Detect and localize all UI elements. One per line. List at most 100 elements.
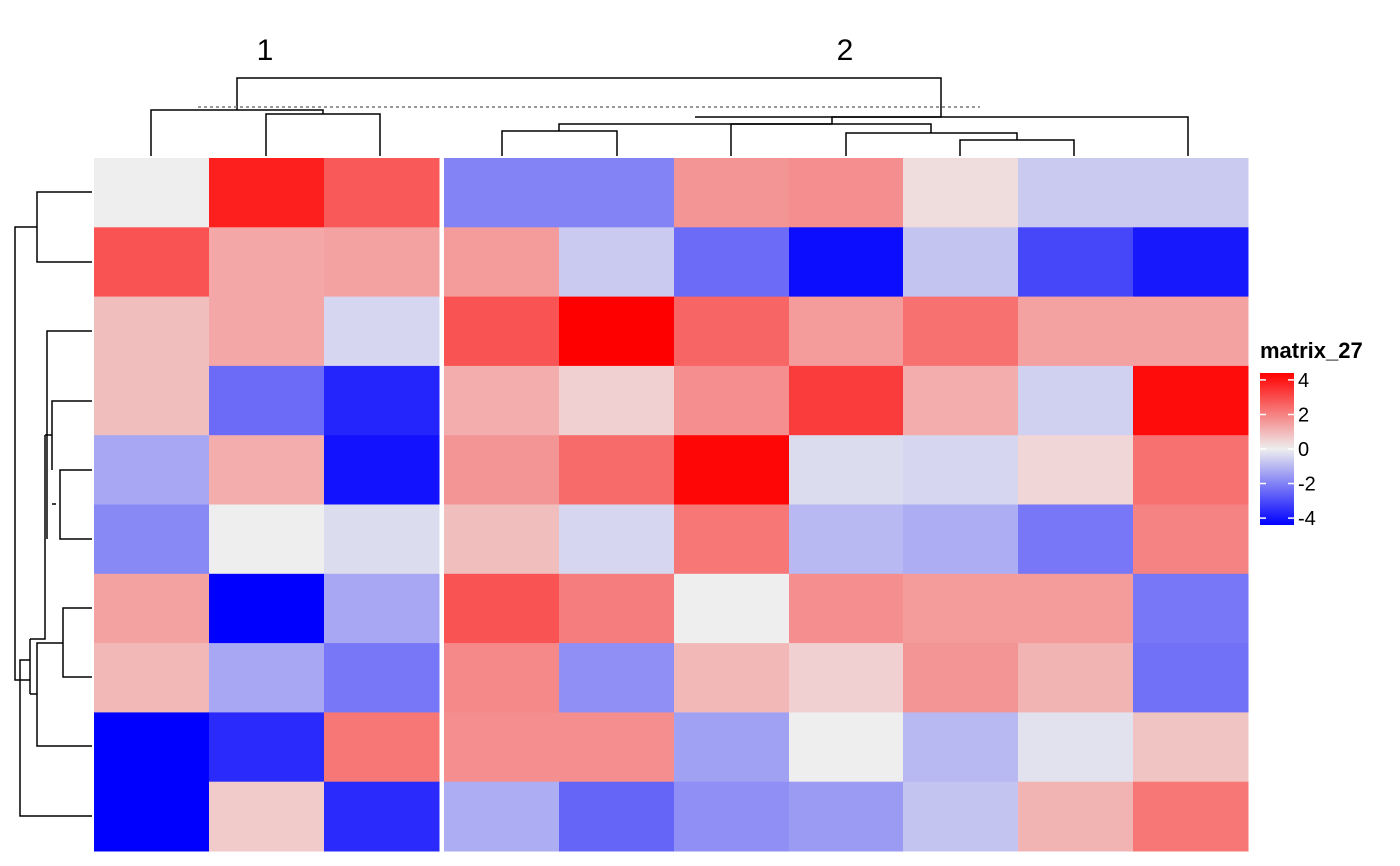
heatmap-cell [444,158,560,228]
heatmap-cell [559,227,675,298]
column-dendrogram [150,77,1189,156]
heatmap-cell [324,643,440,713]
heatmap-cell [559,158,675,228]
heatmap-cell [789,573,905,644]
column-split-label-2: 2 [837,34,854,67]
heatmap-cell [559,573,675,644]
heatmap-cell [94,781,210,852]
heatmap-cell [444,712,560,783]
heatmap-cell [324,712,440,783]
heatmap-cell [209,643,325,713]
heatmap-cell [444,227,560,298]
heatmap-cell [789,296,905,367]
heatmap-cell [1018,365,1134,436]
heatmap-cell [789,781,905,852]
heatmap-cell [94,643,210,713]
heatmap-cell [444,365,560,436]
heatmap-cell [324,435,440,505]
legend-tick-label: 2 [1298,405,1309,427]
heatmap-cell [903,643,1019,713]
heatmap-cell [94,158,210,228]
heatmap-cell [1018,573,1134,644]
row-dendrogram [14,191,92,817]
heatmap-cell [1133,158,1249,228]
heatmap-cell [1018,781,1134,852]
heatmap-cell [324,227,440,298]
heatmap-cell [94,435,210,505]
heatmap-cell [674,643,790,713]
heatmap-cell [674,365,790,436]
heatmap-cell [209,781,325,852]
heatmap-cell [94,365,210,436]
heatmap-cell [559,296,675,367]
heatmap-cell [789,435,905,505]
heatmap-cell [789,158,905,228]
heatmap-cell [674,573,790,644]
heatmap-cell [903,504,1019,575]
heatmap-cell [903,296,1019,367]
heatmap-cell [1133,365,1249,436]
heatmap-cell [789,365,905,436]
heatmap-cell [209,158,325,228]
heatmap-cell [1133,781,1249,852]
heatmap-cell [444,573,560,644]
heatmap-cell [444,296,560,367]
heatmap-cell [789,643,905,713]
heatmap-cell [444,643,560,713]
heatmap-cell [1018,435,1134,505]
heatmap-cell [674,296,790,367]
heatmap-cell [1018,712,1134,783]
heatmap-cell [903,158,1019,228]
heatmap-cell [559,712,675,783]
color-legend: matrix_27 4 2 0 -2 -4 [1260,338,1363,530]
heatmap-cell [903,573,1019,644]
column-split-label-1: 1 [257,34,274,67]
heatmap-cells [94,158,1249,852]
heatmap-cell [1133,504,1249,575]
heatmap-cell [209,435,325,505]
heatmap-cell [674,227,790,298]
heatmap-cell [1133,643,1249,713]
heatmap-cell [789,227,905,298]
heatmap-cell [324,504,440,575]
heatmap-cell [209,573,325,644]
legend-tick-label: 4 [1298,370,1309,392]
heatmap-cell [903,435,1019,505]
heatmap-cell [94,504,210,575]
heatmap-cell [674,158,790,228]
heatmap-cell [209,227,325,298]
heatmap-cell [559,504,675,575]
heatmap-cell [1133,227,1249,298]
heatmap-cell [903,365,1019,436]
heatmap-cell [444,504,560,575]
heatmap-cell [559,781,675,852]
heatmap-cell [94,296,210,367]
heatmap-cell [559,643,675,713]
heatmap-cell [674,435,790,505]
heatmap-cell [94,712,210,783]
heatmap-cell [209,296,325,367]
heatmap-cell [1018,296,1134,367]
heatmap-cell [94,573,210,644]
heatmap-cell [903,781,1019,852]
heatmap-cell [1133,573,1249,644]
heatmap-cell [903,227,1019,298]
heatmap-cell [903,712,1019,783]
heatmap-cell [1018,158,1134,228]
heatmap-cell [789,712,905,783]
heatmap-cell [1133,435,1249,505]
heatmap-cell [674,781,790,852]
heatmap-cell [1133,296,1249,367]
heatmap-cell [789,504,905,575]
heatmap-cell [324,781,440,852]
heatmap-cell [674,504,790,575]
legend-title: matrix_27 [1260,338,1363,363]
heatmap-cell [209,365,325,436]
heatmap-cell [444,435,560,505]
heatmap-cell [1018,643,1134,713]
heatmap-cell [324,158,440,228]
heatmap-cell [209,712,325,783]
heatmap-cell [1018,504,1134,575]
heatmap-cell [94,227,210,298]
